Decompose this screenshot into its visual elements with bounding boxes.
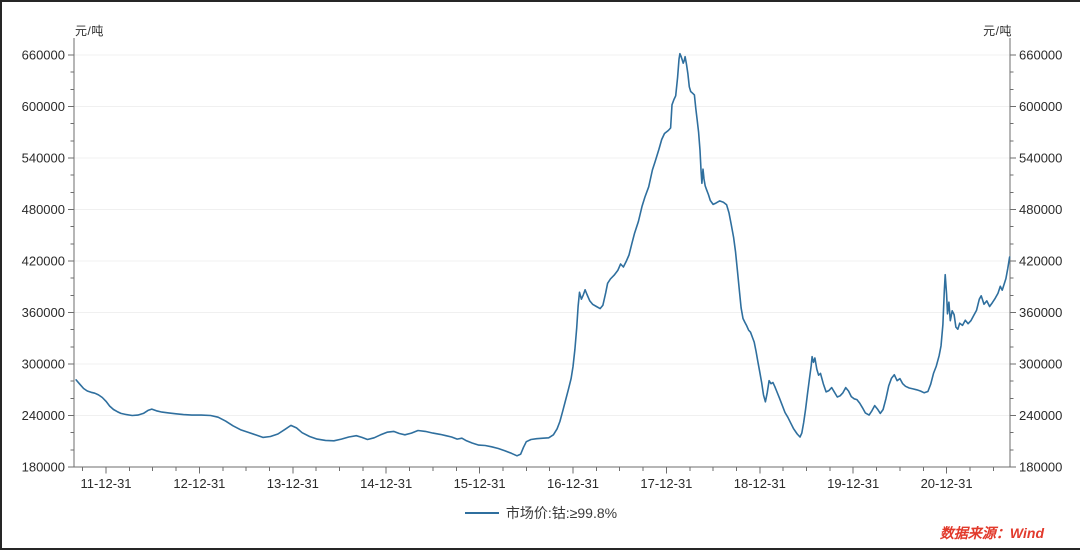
x-axis-tick-label: 14-12-31 — [360, 476, 412, 491]
y-axis-tick-label-right: 660000 — [1019, 48, 1062, 63]
legend: 市场价:钴:≥99.8% — [2, 503, 1080, 523]
x-axis-tick-label: 19-12-31 — [827, 476, 879, 491]
y-axis-tick-label-left: 540000 — [22, 151, 65, 166]
legend-label: 市场价:钴:≥99.8% — [505, 505, 618, 521]
x-axis-tick-label: 11-12-31 — [80, 476, 131, 491]
y-axis-tick-label-right: 180000 — [1019, 460, 1062, 475]
x-axis-tick-label: 20-12-31 — [921, 476, 973, 491]
y-axis-unit-label-left: 元/吨 — [75, 24, 104, 38]
y-axis-tick-label-right: 420000 — [1019, 254, 1062, 269]
y-axis-tick-label-left: 600000 — [22, 99, 65, 114]
y-axis-tick-label-right: 240000 — [1019, 408, 1062, 423]
y-axis-tick-label-left: 480000 — [22, 202, 65, 217]
x-axis-tick-label: 12-12-31 — [173, 476, 225, 491]
x-axis-tick-label: 18-12-31 — [734, 476, 786, 491]
price-line — [75, 52, 1011, 457]
y-axis-unit-label-right: 元/吨 — [983, 24, 1012, 38]
y-axis-tick-label-left: 240000 — [22, 408, 65, 423]
x-axis-tick-label: 17-12-31 — [640, 476, 692, 491]
y-axis-tick-label-right: 600000 — [1019, 99, 1062, 114]
y-axis-tick-label-right: 360000 — [1019, 305, 1062, 320]
y-axis-tick-label-left: 360000 — [22, 305, 65, 320]
y-axis-tick-label-right: 540000 — [1019, 151, 1062, 166]
y-axis-tick-label-left: 420000 — [22, 254, 65, 269]
y-axis-tick-label-right: 300000 — [1019, 357, 1062, 372]
y-axis-tick-label-left: 300000 — [22, 357, 65, 372]
legend-line-swatch — [464, 512, 499, 514]
data-source-credit: 数据来源：Wind — [939, 525, 1044, 541]
y-axis-tick-label-right: 480000 — [1019, 202, 1062, 217]
y-axis-tick-label-left: 660000 — [22, 48, 65, 63]
x-axis-tick-label: 13-12-31 — [267, 476, 319, 491]
x-axis-tick-label: 16-12-31 — [547, 476, 599, 491]
y-axis-tick-label-left: 180000 — [22, 460, 65, 475]
x-axis-tick-label: 15-12-31 — [454, 476, 506, 491]
